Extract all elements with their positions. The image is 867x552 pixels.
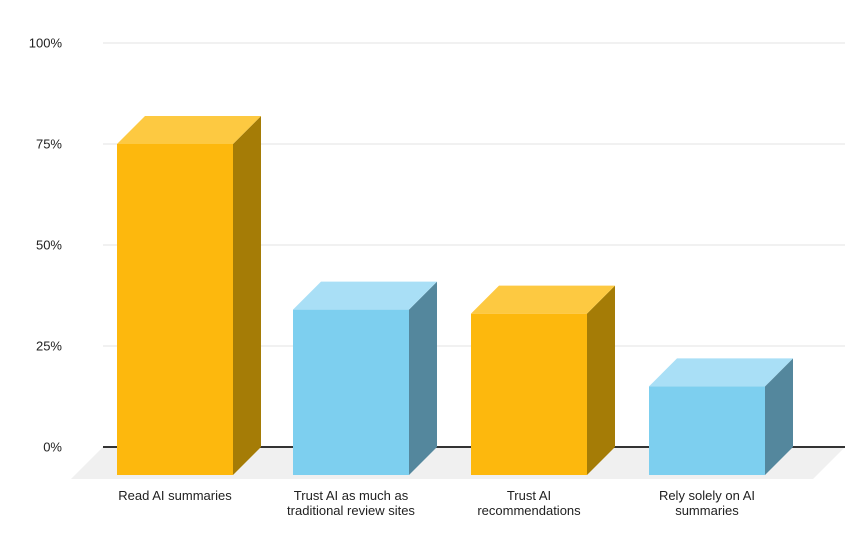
y-axis-tick-label: 75% <box>36 137 62 152</box>
bar-trust-ai-as-much-as-traditional-review-sites[interactable] <box>293 281 437 475</box>
y-axis-tick-label: 0% <box>43 440 62 455</box>
category-label: traditional review sites <box>287 503 415 518</box>
category-label: Trust AI <box>507 488 551 503</box>
bar-side-face <box>765 358 793 475</box>
category-label: Trust AI as much as <box>294 488 409 503</box>
bar-read-ai-summaries[interactable] <box>117 116 261 475</box>
bar-side-face <box>409 281 437 475</box>
bar-top-face <box>471 285 615 314</box>
bar-side-face <box>587 285 615 475</box>
bar-top-face <box>117 116 261 144</box>
x-axis-labels: Read AI summaries Trust AI as much astrad… <box>118 488 755 518</box>
bar-rely-solely-on-ai-summaries[interactable] <box>649 358 793 475</box>
bar-top-face <box>293 281 437 310</box>
category-label: recommendations <box>477 503 581 518</box>
bar-side-face <box>233 116 261 475</box>
bar-front-face <box>649 386 765 475</box>
y-axis-tick-label: 25% <box>36 339 62 354</box>
bar-front-face <box>293 309 409 475</box>
bar-front-face <box>471 313 587 475</box>
bar-trust-ai-recommendations[interactable] <box>471 285 615 475</box>
bar-top-face <box>649 358 793 387</box>
category-label: Rely solely on AI <box>659 488 755 503</box>
category-label: summaries <box>675 503 739 518</box>
y-axis-tick-label: 50% <box>36 238 62 253</box>
y-axis-tick-label: 100% <box>29 36 63 51</box>
category-label: Read AI summaries <box>118 488 232 503</box>
y-axis-labels: 0% 25% 50% 75% 100% <box>29 36 63 455</box>
bar-front-face <box>117 144 233 475</box>
